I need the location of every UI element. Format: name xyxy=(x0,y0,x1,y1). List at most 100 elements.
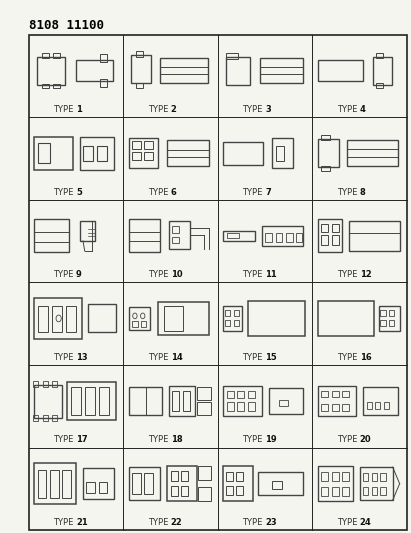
Bar xyxy=(376,53,383,58)
Text: TYPE: TYPE xyxy=(337,518,360,527)
Bar xyxy=(367,402,372,409)
Bar xyxy=(199,488,210,502)
Bar xyxy=(86,482,95,492)
Bar xyxy=(342,403,349,411)
Bar xyxy=(100,54,107,62)
Bar xyxy=(99,387,109,415)
Bar xyxy=(381,488,386,495)
Text: TYPE: TYPE xyxy=(148,518,171,527)
Text: TYPE: TYPE xyxy=(242,105,265,114)
Bar xyxy=(79,136,114,169)
Text: TYPE: TYPE xyxy=(148,353,171,362)
Bar xyxy=(321,166,330,171)
Bar xyxy=(318,219,342,252)
Bar xyxy=(227,233,239,238)
Bar xyxy=(129,387,162,415)
Text: 16: 16 xyxy=(360,353,372,362)
Bar xyxy=(321,391,328,397)
Text: TYPE: TYPE xyxy=(337,353,360,362)
Bar xyxy=(83,469,114,499)
Text: TYPE: TYPE xyxy=(53,105,76,114)
Bar xyxy=(226,53,238,59)
Bar xyxy=(260,58,303,83)
Bar xyxy=(272,481,282,489)
Bar xyxy=(43,415,48,422)
Bar xyxy=(379,306,399,331)
Bar xyxy=(34,463,76,504)
Bar xyxy=(381,310,386,316)
Bar xyxy=(381,473,386,481)
Bar xyxy=(342,472,349,481)
Text: TYPE: TYPE xyxy=(148,435,171,445)
Bar xyxy=(321,235,328,245)
Bar xyxy=(100,79,107,87)
Text: 8: 8 xyxy=(360,188,365,197)
Bar xyxy=(181,471,188,481)
Bar xyxy=(50,470,59,498)
Bar xyxy=(234,310,239,316)
Bar xyxy=(363,473,368,481)
Bar xyxy=(321,403,328,411)
Bar xyxy=(332,488,339,496)
Text: 3: 3 xyxy=(265,105,271,114)
Bar xyxy=(37,56,65,85)
Text: TYPE: TYPE xyxy=(242,518,265,527)
Bar xyxy=(99,482,107,492)
Text: TYPE: TYPE xyxy=(337,270,360,279)
Bar xyxy=(223,142,263,165)
Bar xyxy=(164,306,183,331)
Text: 19: 19 xyxy=(265,435,277,445)
Bar xyxy=(32,381,38,387)
Text: 4: 4 xyxy=(360,105,365,114)
Text: 7: 7 xyxy=(265,188,271,197)
Bar xyxy=(34,219,69,252)
Text: TYPE: TYPE xyxy=(337,188,360,197)
Bar xyxy=(172,227,179,232)
Bar xyxy=(236,472,243,481)
Bar xyxy=(52,415,57,422)
Bar xyxy=(321,224,328,232)
Bar xyxy=(38,143,50,164)
Text: 18: 18 xyxy=(171,435,182,445)
Bar xyxy=(132,473,141,494)
Text: TYPE: TYPE xyxy=(53,435,76,445)
Bar xyxy=(158,302,209,335)
Text: 6: 6 xyxy=(171,188,176,197)
Bar xyxy=(169,221,190,248)
Bar xyxy=(199,466,210,480)
Bar xyxy=(347,141,398,166)
Text: 24: 24 xyxy=(360,518,372,527)
Bar xyxy=(132,321,138,327)
Bar xyxy=(248,402,255,411)
Bar xyxy=(129,467,160,500)
Bar xyxy=(32,415,38,422)
Text: 5: 5 xyxy=(76,188,82,197)
Bar xyxy=(226,486,233,495)
Text: 10: 10 xyxy=(171,270,182,279)
Bar xyxy=(52,381,57,387)
Bar xyxy=(34,384,62,417)
Bar xyxy=(38,470,46,498)
Bar xyxy=(332,403,339,411)
Text: 11: 11 xyxy=(265,270,277,279)
Bar xyxy=(375,402,381,409)
Bar xyxy=(42,53,49,58)
Bar xyxy=(318,139,339,167)
Bar xyxy=(234,320,239,326)
Bar xyxy=(381,320,386,326)
Bar xyxy=(373,56,392,85)
Bar xyxy=(225,320,230,326)
Text: 14: 14 xyxy=(171,353,182,362)
Text: 9: 9 xyxy=(76,270,82,279)
Text: TYPE: TYPE xyxy=(53,270,76,279)
Bar xyxy=(248,301,305,336)
Bar xyxy=(145,141,153,149)
Text: 23: 23 xyxy=(265,518,277,527)
Bar xyxy=(141,321,146,327)
Bar xyxy=(88,304,116,333)
Bar xyxy=(53,84,60,88)
Text: 21: 21 xyxy=(76,518,88,527)
Bar xyxy=(237,391,244,399)
Text: TYPE: TYPE xyxy=(148,105,171,114)
Text: TYPE: TYPE xyxy=(337,105,360,114)
